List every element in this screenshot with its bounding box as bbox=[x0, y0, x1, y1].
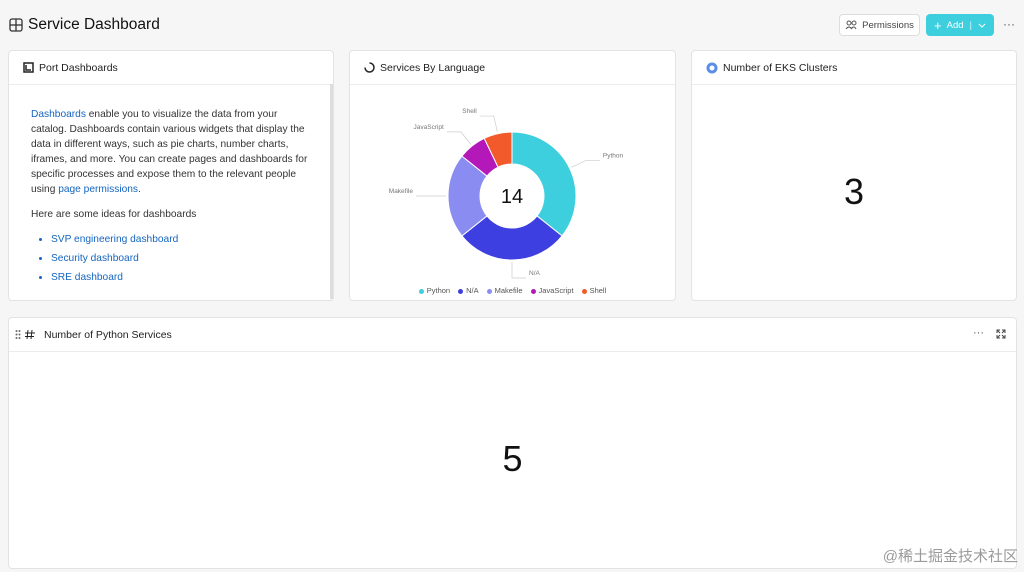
card-header: Number of Python Services bbox=[9, 318, 1016, 352]
python-value: 5 bbox=[502, 438, 523, 479]
port-card: Port Dashboards Dashboards enable you to… bbox=[8, 50, 334, 301]
ideas-list: SVP engineering dashboard Security dashbo… bbox=[31, 232, 311, 285]
legend-dot bbox=[418, 288, 424, 294]
card-header: Port Dashboards bbox=[9, 51, 333, 85]
widget-menu[interactable]: ··· bbox=[973, 327, 984, 339]
watermark: @稀土掘金技术社区 bbox=[882, 548, 1018, 565]
card-title: Port Dashboards bbox=[39, 61, 118, 74]
legend-item[interactable]: JavaScript bbox=[530, 286, 574, 295]
pie-icon bbox=[364, 62, 375, 73]
permissions-button[interactable]: Permissions bbox=[839, 14, 920, 36]
expand-icon[interactable] bbox=[996, 329, 1006, 339]
pie-slice bbox=[511, 131, 577, 237]
eks-card: Number of EKS Clusters 3 bbox=[691, 50, 1017, 301]
legend-item[interactable]: N/A bbox=[458, 286, 479, 295]
legend-dot bbox=[530, 288, 536, 294]
legend-label: N/A bbox=[466, 286, 479, 295]
pie-card: Services By Language Python N/A Makefile Ja… bbox=[349, 50, 676, 301]
leader-line bbox=[511, 262, 526, 279]
link: Dashboards bbox=[31, 109, 86, 120]
add-button[interactable]: + Add | bbox=[926, 14, 994, 36]
slice-label: N/A bbox=[529, 270, 541, 277]
more-menu[interactable]: ··· bbox=[1003, 17, 1015, 31]
idea-link[interactable]: Security dashboard bbox=[51, 251, 311, 266]
leader-line bbox=[571, 160, 600, 168]
legend-label: Python bbox=[426, 286, 451, 295]
leader-line bbox=[479, 115, 498, 132]
plus-icon: + bbox=[934, 17, 942, 33]
eks-icon bbox=[706, 62, 718, 73]
text-run: . bbox=[138, 184, 141, 195]
legend-label: Makefile bbox=[494, 286, 523, 295]
slice-label: Shell bbox=[462, 108, 477, 115]
legend-dot bbox=[486, 288, 492, 294]
link: page permissions bbox=[58, 184, 139, 195]
dashboard-icon bbox=[9, 18, 23, 32]
port-text: Dashboards enable you to visualize the d… bbox=[31, 107, 311, 289]
legend: Python N/A Makefile JavaScript Shell bbox=[350, 286, 675, 295]
legend-item[interactable]: Shell bbox=[581, 286, 607, 295]
pie-slice bbox=[461, 215, 563, 261]
slice-label: Python bbox=[603, 152, 624, 159]
add-label: Add bbox=[946, 19, 964, 31]
pie-total: 14 bbox=[501, 186, 523, 208]
card-header: Number of EKS Clusters bbox=[692, 51, 1016, 85]
legend-dot bbox=[458, 288, 464, 294]
legend-dot bbox=[581, 288, 587, 294]
pie-slice bbox=[483, 131, 513, 168]
page-title: Service Dashboard bbox=[28, 16, 160, 33]
idea-link[interactable]: SVP engineering dashboard bbox=[51, 232, 311, 247]
drag-hash-icon bbox=[15, 329, 35, 340]
text-run: enable you to visualize the data from yo… bbox=[31, 109, 308, 195]
permissions-label: Permissions bbox=[862, 19, 914, 31]
card-title: Number of EKS Clusters bbox=[723, 61, 838, 74]
separator: | bbox=[969, 19, 972, 31]
slice-label: JavaScript bbox=[414, 124, 445, 131]
eks-value: 3 bbox=[843, 171, 865, 212]
legend-item[interactable]: Makefile bbox=[486, 286, 523, 295]
slice-label: Makefile bbox=[389, 188, 414, 195]
leader-line bbox=[446, 131, 472, 145]
chevron-icon bbox=[978, 23, 986, 28]
people-icon bbox=[845, 20, 857, 30]
card-title: Number of Python Services bbox=[44, 328, 172, 341]
python-card: Number of Python Services ··· 5 bbox=[8, 317, 1017, 569]
scrollbar bbox=[330, 84, 333, 299]
legend-item[interactable]: Python bbox=[418, 286, 451, 295]
idea-link[interactable]: SRE dashboard bbox=[51, 270, 311, 285]
pie-chart: Python N/A Makefile JavaScript Shell 14 bbox=[389, 108, 624, 279]
legend-label: JavaScript bbox=[538, 286, 574, 295]
card-title: Services By Language bbox=[380, 61, 486, 74]
intro-paragraph: Dashboards enable you to visualize the d… bbox=[31, 107, 311, 197]
legend-label: Shell bbox=[589, 286, 607, 295]
ideas-heading: Here are some ideas for dashboards bbox=[31, 209, 197, 220]
port-icon bbox=[23, 62, 34, 73]
card-header: Services By Language bbox=[350, 51, 675, 85]
